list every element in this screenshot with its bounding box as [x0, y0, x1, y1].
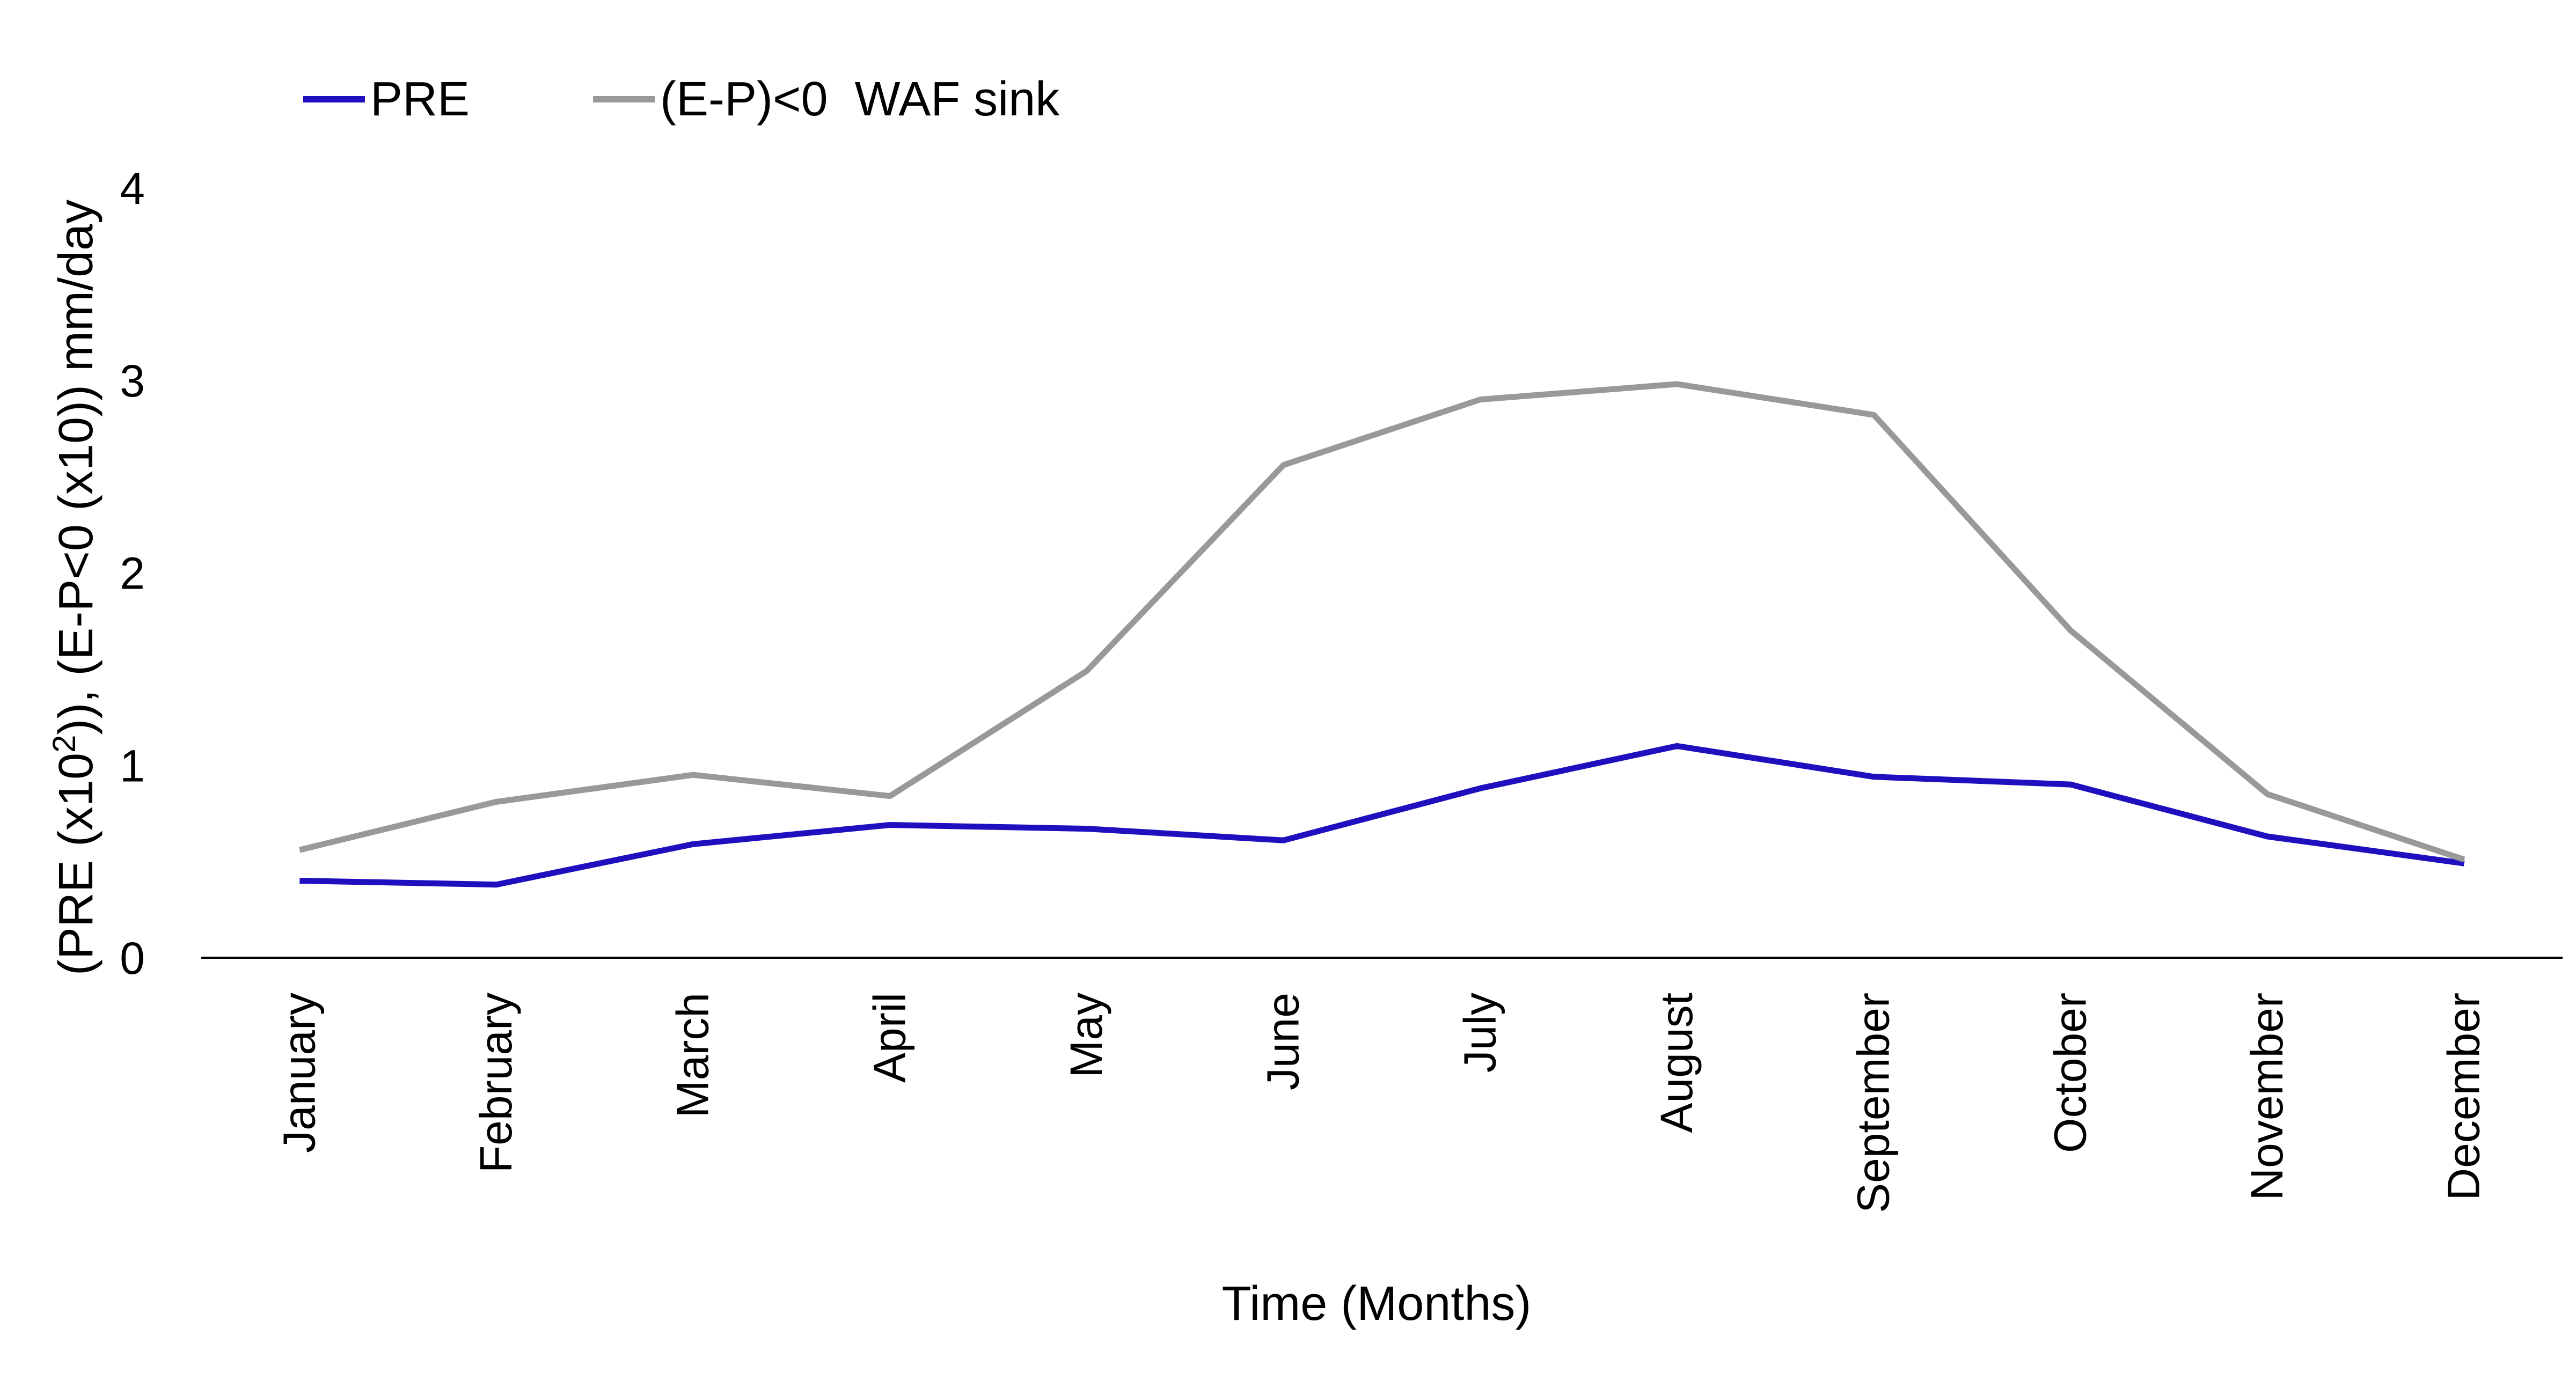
x-tick-label-february: February	[471, 993, 521, 1173]
x-tick-label-april: April	[864, 993, 914, 1083]
x-tick-label-october: October	[2045, 993, 2095, 1153]
x-tick-label-december: December	[2439, 993, 2489, 1200]
legend-label-pre: PRE	[370, 72, 470, 126]
y-tick-label-4: 4	[120, 163, 145, 214]
legend-item-waf-sink: (E-P)<0 WAF sink	[593, 72, 1060, 126]
y-tick-label-1: 1	[120, 740, 145, 791]
y-axis-title-superscript: 2	[46, 735, 82, 753]
legend-item-pre: PRE	[303, 72, 470, 126]
y-axis-ticks: 0 1 2 3 4	[120, 163, 145, 983]
y-axis-title: (PRE (x102)), (E-P<0 (x10)) mm/day	[46, 200, 103, 975]
y-tick-label-2: 2	[120, 548, 145, 599]
legend: PRE (E-P)<0 WAF sink	[303, 72, 1060, 126]
series-line-e-p-0-waf-sink	[298, 381, 2465, 863]
x-tick-label-january: January	[274, 993, 324, 1153]
x-tick-label-may: May	[1061, 993, 1111, 1078]
series-lines	[298, 381, 2465, 888]
y-axis-title-suffix: )), (E-P<0 (x10)) mm/day	[49, 200, 103, 735]
x-axis-ticks: January February March April May June July Augu…	[274, 993, 2489, 1213]
x-axis-title: Time (Months)	[1222, 1277, 1532, 1331]
x-tick-label-july: July	[1454, 993, 1505, 1073]
y-tick-label-3: 3	[120, 356, 145, 406]
legend-label-waf-sink: (E-P)<0 WAF sink	[660, 72, 1060, 126]
y-tick-label-0: 0	[120, 933, 145, 983]
y-axis-title-prefix: (PRE (x10	[49, 753, 103, 975]
x-tick-label-june: June	[1258, 993, 1308, 1090]
x-tick-label-november: November	[2242, 993, 2292, 1200]
series-line-pre	[299, 743, 2465, 888]
x-tick-label-september: September	[1848, 993, 1899, 1213]
x-tick-label-march: March	[668, 993, 718, 1118]
x-tick-label-august: August	[1651, 993, 1702, 1133]
